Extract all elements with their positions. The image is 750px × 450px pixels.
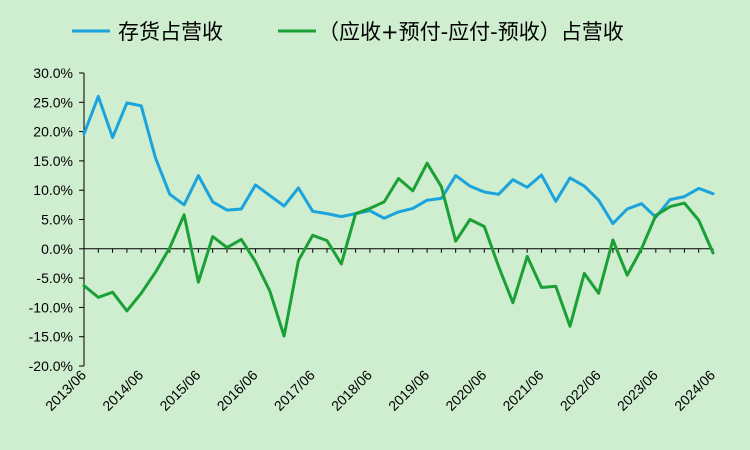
legend: 存货占营收 （应收+预付-应付-预收）占营收 (72, 20, 624, 44)
x-tick-label: 2024/06 (671, 367, 718, 414)
y-tick-label: 20.0% (33, 124, 73, 140)
y-tick-label: 5.0% (41, 212, 73, 228)
y-tick-label: -15.0% (29, 329, 73, 345)
y-tick-label: 30.0% (33, 65, 73, 81)
y-tick-label: 25.0% (33, 94, 73, 110)
y-tick-labels: 30.0% 25.0% 20.0% 15.0% 10.0% 5.0% 0.0% -5.0% -1… (29, 65, 73, 374)
y-tick-label: 10.0% (33, 182, 73, 198)
x-tick-label: 2018/06 (328, 367, 375, 414)
x-tick-label: 2017/06 (271, 367, 318, 414)
y-tick-label: -10.0% (29, 299, 73, 315)
x-tick-label: 2015/06 (156, 367, 203, 414)
series-line-inventory (82, 94, 715, 226)
y-tick-label: 0.0% (41, 241, 73, 257)
axes (79, 72, 714, 367)
y-tick-label: -5.0% (36, 270, 73, 286)
legend-label-working-capital: （应收+预付-应付-预收）占营收 (318, 20, 624, 44)
x-tick-label: 2021/06 (499, 367, 546, 414)
x-tick-label: 2023/06 (614, 367, 661, 414)
series-line-working-capital (82, 161, 715, 338)
x-tick-label: 2014/06 (99, 367, 146, 414)
x-tick-label: 2022/06 (557, 367, 604, 414)
x-tick-label: 2019/06 (385, 367, 432, 414)
y-tick-label: -20.0% (29, 358, 73, 374)
legend-label-inventory: 存货占营收 (118, 20, 223, 44)
series-layer (82, 94, 715, 338)
x-tick-label: 2016/06 (214, 367, 261, 414)
y-tick-label: 15.0% (33, 153, 73, 169)
x-tick-labels: 2013/06 2014/06 2015/06 2016/06 2017/06 2018/… (42, 367, 718, 414)
x-tick-label: 2020/06 (442, 367, 489, 414)
